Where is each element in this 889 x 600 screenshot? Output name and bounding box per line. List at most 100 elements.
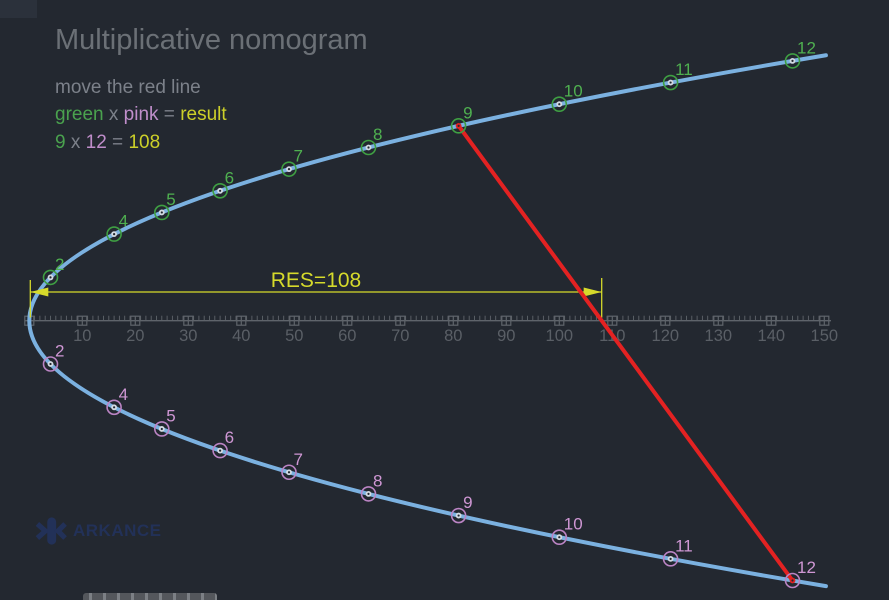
ruler-label: 80 [444,327,462,345]
point-label-top-2: 2 [55,255,64,274]
ruler-label: 30 [179,327,197,345]
red-line[interactable] [456,123,795,583]
arkance-logo-text: ARKANCE [73,521,162,540]
point-top-9[interactable]: 9 [450,103,473,134]
point-ring [662,551,679,567]
point-top-4: 4 [106,212,128,242]
ruler-label: 10 [73,327,91,345]
dimension-arrow-right [583,287,602,297]
equation-example: 9 x 12 = 108 [55,132,160,154]
bottom-ui-fragment[interactable] [83,593,217,600]
point-label-bottom-6: 6 [225,428,234,447]
point-top-8: 8 [360,125,382,156]
point-ring [212,442,228,459]
ruler-label: 70 [391,327,409,345]
ruler-label: 130 [705,327,733,345]
point-bottom-6: 6 [212,428,234,459]
equation-example-part: 9 [55,132,66,153]
point-label-top-4: 4 [119,212,128,231]
dimension-res: RES=108 [29,269,603,318]
point-label-top-8: 8 [373,125,382,144]
point-ring [42,356,59,372]
point-top-11: 11 [662,60,693,91]
arkance-logo: ARKANCE [35,516,162,546]
point-bottom-8: 8 [360,471,382,502]
equation-example-part: 108 [128,132,161,153]
point-ring [551,96,568,112]
point-bottom-9: 9 [450,493,473,524]
point-bottom-12[interactable]: 12 [784,558,816,589]
point-bottom-2: 2 [42,342,64,372]
bottom-ui-fragment-text [83,593,217,600]
equation-legend: green x pink = result [55,104,227,126]
point-top-12: 12 [784,38,816,69]
point-ring [784,572,801,589]
equation-legend-part: = [158,104,181,125]
point-label-bottom-11: 11 [675,536,693,555]
ruler-label: 140 [758,327,786,345]
point-ring [281,161,297,177]
ruler-axis: 102030405060708090100110120130140150 [24,315,839,345]
point-ring [154,421,170,437]
viewport-corner-fragment [0,0,37,18]
ruler-label: 50 [285,327,303,345]
point-label-bottom-4: 4 [119,385,128,404]
ruler-label: 60 [338,327,356,345]
point-label-top-7: 7 [294,147,303,166]
point-ring [662,74,679,91]
point-label-bottom-8: 8 [373,471,382,490]
point-label-bottom-12: 12 [797,558,816,577]
point-top-2: 2 [42,255,64,286]
dimension-arrow-left [30,287,49,297]
point-ring [784,53,801,69]
point-top-7: 7 [281,147,303,177]
point-ring [106,399,122,416]
point-top-6: 6 [212,168,234,199]
instruction-text: move the red line [55,77,201,98]
page-title: Multiplicative nomogram [55,24,368,56]
equation-legend-part: green [55,104,104,125]
point-label-bottom-10: 10 [564,515,583,534]
point-ring [212,183,228,199]
equation-legend-part: x [103,104,124,125]
ruler-label: 40 [232,327,250,345]
point-label-top-6: 6 [225,168,234,187]
equation-example-part: x [65,132,86,153]
ruler-label: 20 [126,327,144,345]
point-ring [360,486,377,502]
nomogram-curve [27,53,828,589]
point-bottom-4: 4 [106,385,128,416]
point-top-5: 5 [154,190,176,221]
equation-example-part: 12 [85,132,107,153]
point-bottom-7: 7 [281,450,303,481]
equation-example-part: = [106,132,129,153]
point-bottom-10: 10 [551,515,583,546]
point-top-10: 10 [551,82,583,112]
point-ring [551,529,568,546]
point-label-bottom-7: 7 [294,450,303,469]
point-ring [154,204,170,221]
point-ring [42,269,59,286]
point-ring [450,118,467,134]
point-ring [106,226,122,242]
point-ring [450,507,467,524]
ruler-label: 100 [546,327,574,345]
ruler-label: 120 [652,327,680,345]
point-ring [360,139,377,156]
point-label-top-10: 10 [564,82,583,101]
point-label-top-9: 9 [463,103,472,122]
ruler-label: 150 [811,327,839,345]
point-label-bottom-9: 9 [463,493,472,512]
point-label-bottom-5: 5 [166,406,175,425]
point-bottom-11: 11 [662,536,693,567]
point-label-top-11: 11 [675,60,693,79]
point-ring [281,464,297,481]
ruler-label: 90 [497,327,515,345]
arkance-logo-icon [35,517,67,545]
equation-legend-part: pink [123,104,159,125]
point-bottom-5: 5 [154,406,176,437]
point-label-bottom-2: 2 [55,342,64,361]
equation-legend-part: result [180,104,227,125]
